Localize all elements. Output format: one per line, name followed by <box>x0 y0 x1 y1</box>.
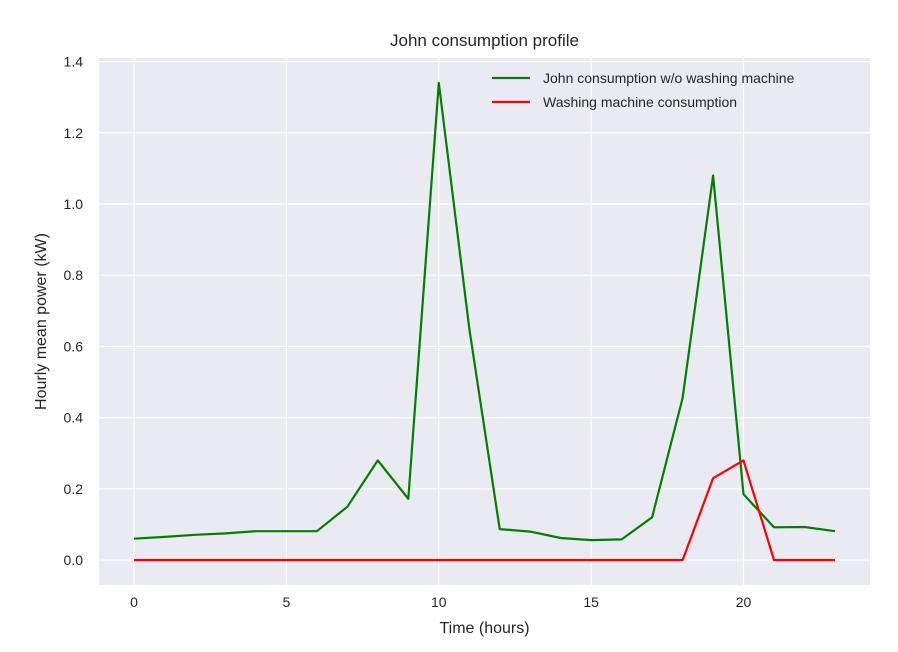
y-tick-label: 1.2 <box>64 125 84 141</box>
x-tick-label: 15 <box>583 594 599 610</box>
y-tick-label: 0.8 <box>64 267 84 283</box>
y-tick-label: 1.0 <box>64 196 84 212</box>
x-tick-label: 20 <box>736 594 752 610</box>
y-tick-label: 1.4 <box>64 54 84 70</box>
x-tick-label: 0 <box>130 594 138 610</box>
y-tick-label: 0.4 <box>64 410 84 426</box>
x-axis-title: Time (hours) <box>439 620 529 637</box>
x-axis-ticks: 0 5 10 15 20 <box>130 594 751 610</box>
legend-label: John consumption w/o washing machine <box>543 70 795 86</box>
x-tick-label: 5 <box>283 594 291 610</box>
y-axis-ticks: 0.0 0.2 0.4 0.6 0.8 1.0 1.2 1.4 <box>64 54 84 569</box>
legend: John consumption w/o washing machine Wash… <box>492 70 795 110</box>
y-tick-label: 0.6 <box>64 338 84 354</box>
series-line-1 <box>134 459 835 562</box>
series-line-0 <box>133 81 836 542</box>
plot-background <box>99 58 870 585</box>
y-axis-title: Hourly mean power (kW) <box>33 233 50 410</box>
series-lines <box>133 81 836 562</box>
x-tick-label: 10 <box>431 594 447 610</box>
grid <box>99 58 870 585</box>
y-tick-label: 0.0 <box>64 552 84 568</box>
legend-label: Washing machine consumption <box>543 94 737 110</box>
chart-title: John consumption profile <box>390 31 579 50</box>
y-tick-label: 0.2 <box>64 481 84 497</box>
